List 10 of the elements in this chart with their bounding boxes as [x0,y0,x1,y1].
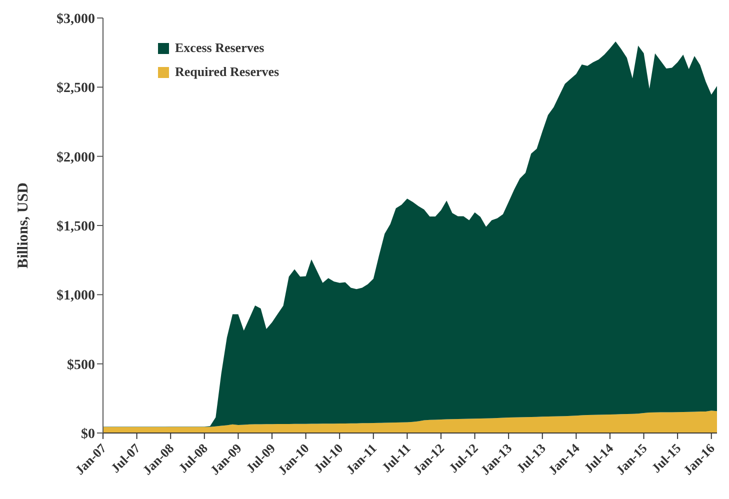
y-tick-label: $1,000 [56,288,95,304]
y-tick-label: $500 [67,358,95,373]
legend-label: Excess Reserves [175,40,264,56]
y-tick-label: $1,500 [56,219,95,234]
y-tick-label: $2,000 [56,150,95,166]
y-tick-label: $2,500 [56,81,95,96]
y-axis-title: Billions, USD [15,182,32,268]
y-tick-label: $0 [81,426,95,442]
y-tick-label: $3,000 [56,12,95,27]
legend-label: Required Reserves [175,64,280,80]
